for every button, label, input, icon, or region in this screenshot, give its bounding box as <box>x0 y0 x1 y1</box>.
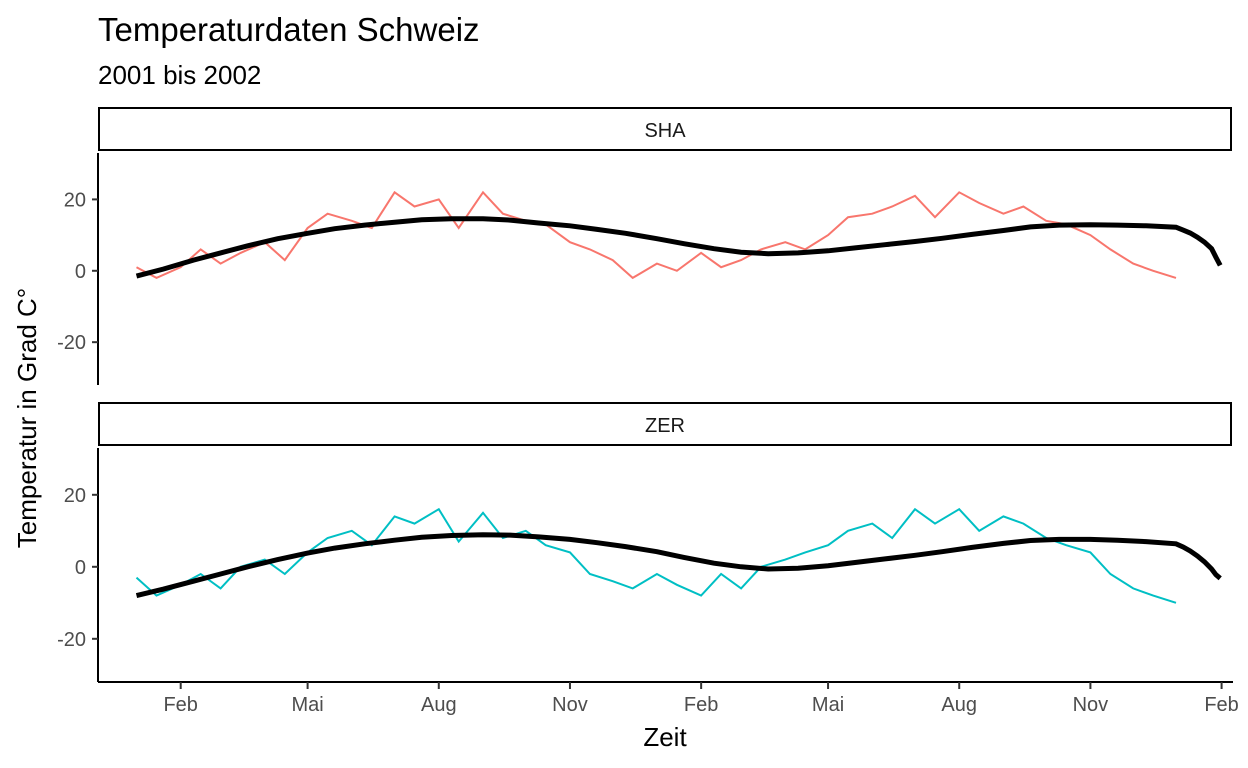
x-tick-label: Feb <box>684 694 718 716</box>
x-tick-label: Aug <box>421 694 457 716</box>
y-tick-label: 0 <box>75 557 86 579</box>
chart-title: Temperaturdaten Schweiz <box>98 11 480 48</box>
x-tick-label: Feb <box>163 694 197 716</box>
x-tick-label: Nov <box>552 694 588 716</box>
y-tick-label: -20 <box>57 629 86 651</box>
y-tick-label: 0 <box>75 261 86 283</box>
x-tick-label: Mai <box>812 694 844 716</box>
y-axis-title: Temperatur in Grad C° <box>12 288 42 548</box>
y-ticks-zer: -20 0 20 <box>57 485 98 651</box>
strip-sha <box>98 107 1232 151</box>
strip-label-zer: ZER <box>645 415 685 437</box>
series-line-sha <box>136 190 1177 280</box>
y-tick-label: 20 <box>64 485 86 507</box>
x-tick-label: Mai <box>291 694 323 716</box>
chart-subtitle: 2001 bis 2002 <box>98 60 261 90</box>
strip-zer <box>98 402 1232 446</box>
y-tick-label: -20 <box>57 332 86 354</box>
panel-zer: ZER -20 0 20 <box>57 402 1232 682</box>
x-tick-label: Aug <box>941 694 977 716</box>
smooth-line-sha <box>135 216 1223 279</box>
x-tick-label: Nov <box>1073 694 1109 716</box>
panel-sha: SHA -20 0 20 <box>57 107 1232 385</box>
strip-label-sha: SHA <box>644 120 686 142</box>
y-ticks-sha: -20 0 20 <box>57 189 98 354</box>
x-tick-label: Feb <box>1204 694 1238 716</box>
smooth-line-zer <box>135 532 1222 599</box>
x-ticks: Feb Mai Aug Nov Feb Mai Aug Nov Feb <box>163 682 1239 716</box>
y-tick-label: 20 <box>64 189 86 211</box>
x-axis-title: Zeit <box>643 722 687 752</box>
